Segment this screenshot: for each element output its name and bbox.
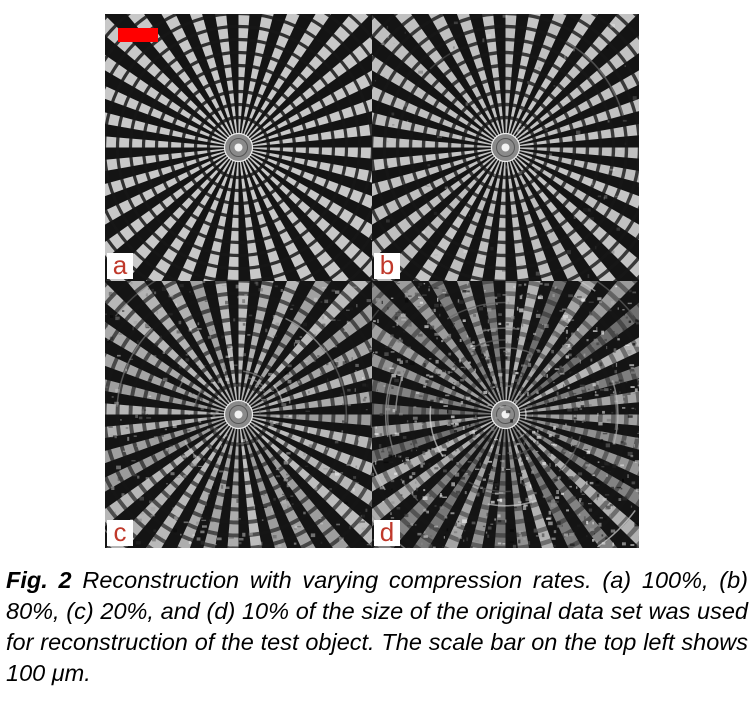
scale-bar <box>118 28 158 42</box>
panel-a-label: a <box>107 252 133 279</box>
panel-a-image: a <box>105 14 372 281</box>
figure-label: Fig. 2 <box>6 567 72 593</box>
siemens-star-c <box>105 281 372 548</box>
panel-b-image: b <box>372 14 639 281</box>
caption-text: Reconstruction with varying compression … <box>6 567 748 686</box>
panel-c-image: c <box>105 281 372 548</box>
figure-caption: Fig. 2 Reconstruction with varying compr… <box>6 565 748 689</box>
siemens-star-b <box>372 14 639 281</box>
siemens-star-a <box>105 14 372 281</box>
siemens-star-d <box>372 281 639 548</box>
panel-d-label: d <box>374 519 400 546</box>
figure-grid: a b c d <box>105 14 639 548</box>
panel-c-label: c <box>107 519 133 546</box>
panel-d-image: d <box>372 281 639 548</box>
panel-b-label: b <box>374 252 400 279</box>
